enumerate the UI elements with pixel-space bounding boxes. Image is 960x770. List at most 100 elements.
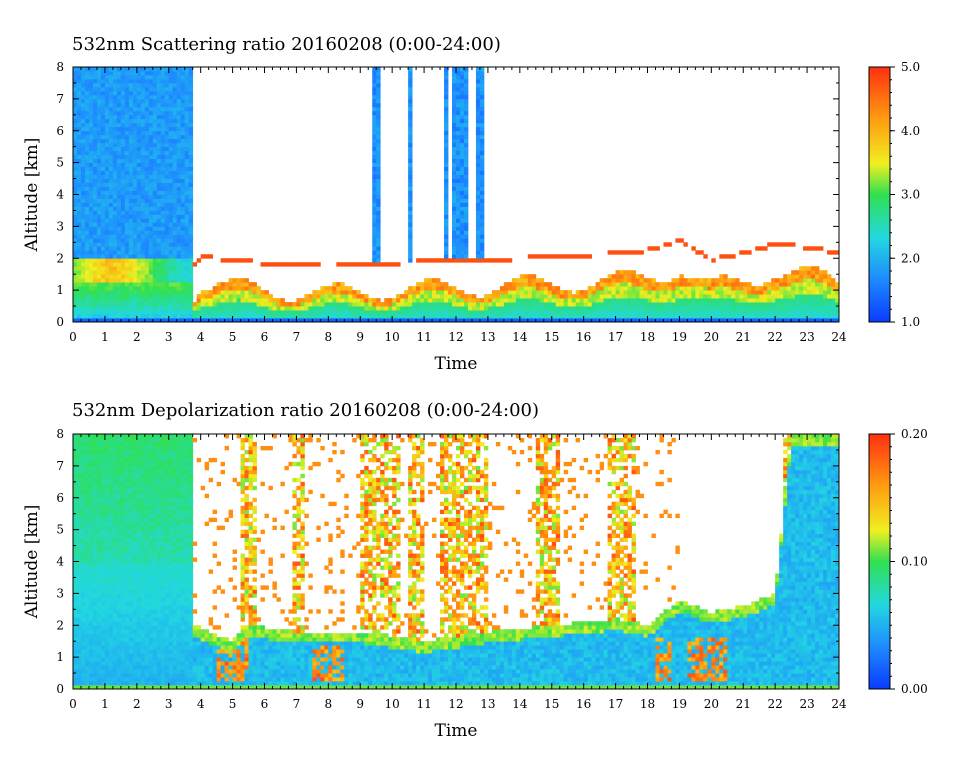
heatmap-cell xyxy=(164,202,170,207)
heatmap-cell xyxy=(120,246,126,251)
heatmap-cell xyxy=(156,106,162,112)
heatmap-cell xyxy=(184,194,190,199)
heatmap-cell xyxy=(73,254,78,259)
heatmap-cell xyxy=(124,290,130,295)
heatmap-cell xyxy=(196,318,202,323)
heatmap-cell xyxy=(420,302,425,307)
heatmap-cell xyxy=(456,210,461,215)
heatmap-cell xyxy=(80,521,86,527)
heatmap-cell xyxy=(108,82,114,88)
heatmap-cell xyxy=(104,517,110,523)
heatmap-cell xyxy=(523,298,529,303)
heatmap-cell xyxy=(104,194,110,199)
heatmap-cell xyxy=(136,114,142,120)
heatmap-cell xyxy=(100,509,106,515)
heatmap-cell xyxy=(759,286,764,291)
heatmap-cell xyxy=(456,162,461,168)
heatmap-cell xyxy=(475,86,481,92)
heatmap-cell xyxy=(100,310,106,315)
heatmap-cell xyxy=(404,294,409,299)
heatmap-cell xyxy=(220,302,225,307)
heatmap-cell xyxy=(73,82,78,88)
heatmap-cell xyxy=(815,246,820,251)
heatmap-cell xyxy=(495,310,501,315)
heatmap-cell xyxy=(583,310,589,315)
heatmap-cell xyxy=(727,278,732,283)
heatmap-cell xyxy=(539,278,545,283)
heatmap-cell xyxy=(100,481,106,487)
heatmap-cell xyxy=(184,314,190,319)
heatmap-cell xyxy=(136,162,142,168)
heatmap-cell xyxy=(84,206,90,211)
heatmap-cell xyxy=(444,310,449,315)
heatmap-cell xyxy=(408,170,413,175)
heatmap-cell xyxy=(727,290,732,295)
heatmap-cell xyxy=(172,78,178,84)
heatmap-cell xyxy=(671,290,676,295)
heatmap-cell xyxy=(320,294,325,299)
heatmap-cell xyxy=(244,318,249,323)
heatmap-cell xyxy=(76,114,82,120)
heatmap-cell xyxy=(707,310,712,315)
heatmap-cell xyxy=(176,230,182,235)
heatmap-cell xyxy=(340,294,345,299)
heatmap-cell xyxy=(73,154,78,160)
heatmap-cell xyxy=(675,278,680,283)
heatmap-cell xyxy=(136,238,142,243)
heatmap-cell xyxy=(96,274,102,279)
heatmap-cell xyxy=(479,198,485,203)
heatmap-cell xyxy=(204,294,210,299)
heatmap-cell xyxy=(140,238,146,243)
heatmap-cell xyxy=(116,166,122,171)
heatmap-cell xyxy=(723,318,728,323)
y-tick-label: 5 xyxy=(56,156,64,170)
heatmap-cell xyxy=(360,294,365,299)
heatmap-cell xyxy=(76,198,82,203)
heatmap-cell xyxy=(104,473,110,479)
heatmap-cell xyxy=(88,509,94,515)
heatmap-cell xyxy=(767,314,772,319)
heatmap-cell xyxy=(408,122,413,128)
heatmap-cell xyxy=(475,114,481,120)
heatmap-cell xyxy=(73,126,78,132)
heatmap-cell xyxy=(172,142,178,148)
heatmap-cell xyxy=(328,318,333,323)
heatmap-cell xyxy=(144,182,150,187)
heatmap-cell xyxy=(88,449,94,455)
heatmap-cell xyxy=(300,298,305,303)
heatmap-cell xyxy=(156,166,162,171)
heatmap-cell xyxy=(136,154,142,160)
heatmap-cell xyxy=(168,86,174,92)
heatmap-cell xyxy=(683,310,688,315)
heatmap-cell xyxy=(791,242,796,247)
heatmap-cell xyxy=(803,286,808,291)
heatmap-cell xyxy=(92,533,98,538)
heatmap-cell xyxy=(148,270,154,275)
x-tick-label: 11 xyxy=(416,330,431,344)
heatmap-cell xyxy=(104,242,110,247)
heatmap-cell xyxy=(96,194,102,199)
heatmap-cell xyxy=(116,130,122,136)
heatmap-cell xyxy=(116,114,122,120)
heatmap-cell xyxy=(507,282,513,287)
heatmap-cell xyxy=(479,86,485,92)
heatmap-cell xyxy=(412,302,417,307)
heatmap-cell xyxy=(475,146,481,152)
heatmap-cell xyxy=(132,226,138,231)
heatmap-cell xyxy=(84,609,90,614)
heatmap-cell xyxy=(392,314,397,319)
heatmap-cell xyxy=(799,310,804,315)
heatmap-cell xyxy=(160,222,166,227)
heatmap-cell xyxy=(771,314,776,319)
heatmap-cell xyxy=(76,126,82,132)
heatmap-cell xyxy=(475,82,481,88)
heatmap-cell xyxy=(779,278,784,283)
heatmap-cell xyxy=(164,310,170,315)
heatmap-cell xyxy=(444,202,449,207)
heatmap-cell xyxy=(176,198,182,203)
heatmap-cell xyxy=(96,70,102,76)
heatmap-cell xyxy=(420,286,425,291)
heatmap-cell xyxy=(136,290,142,295)
heatmap-cell xyxy=(152,242,158,247)
heatmap-cell xyxy=(176,218,182,223)
